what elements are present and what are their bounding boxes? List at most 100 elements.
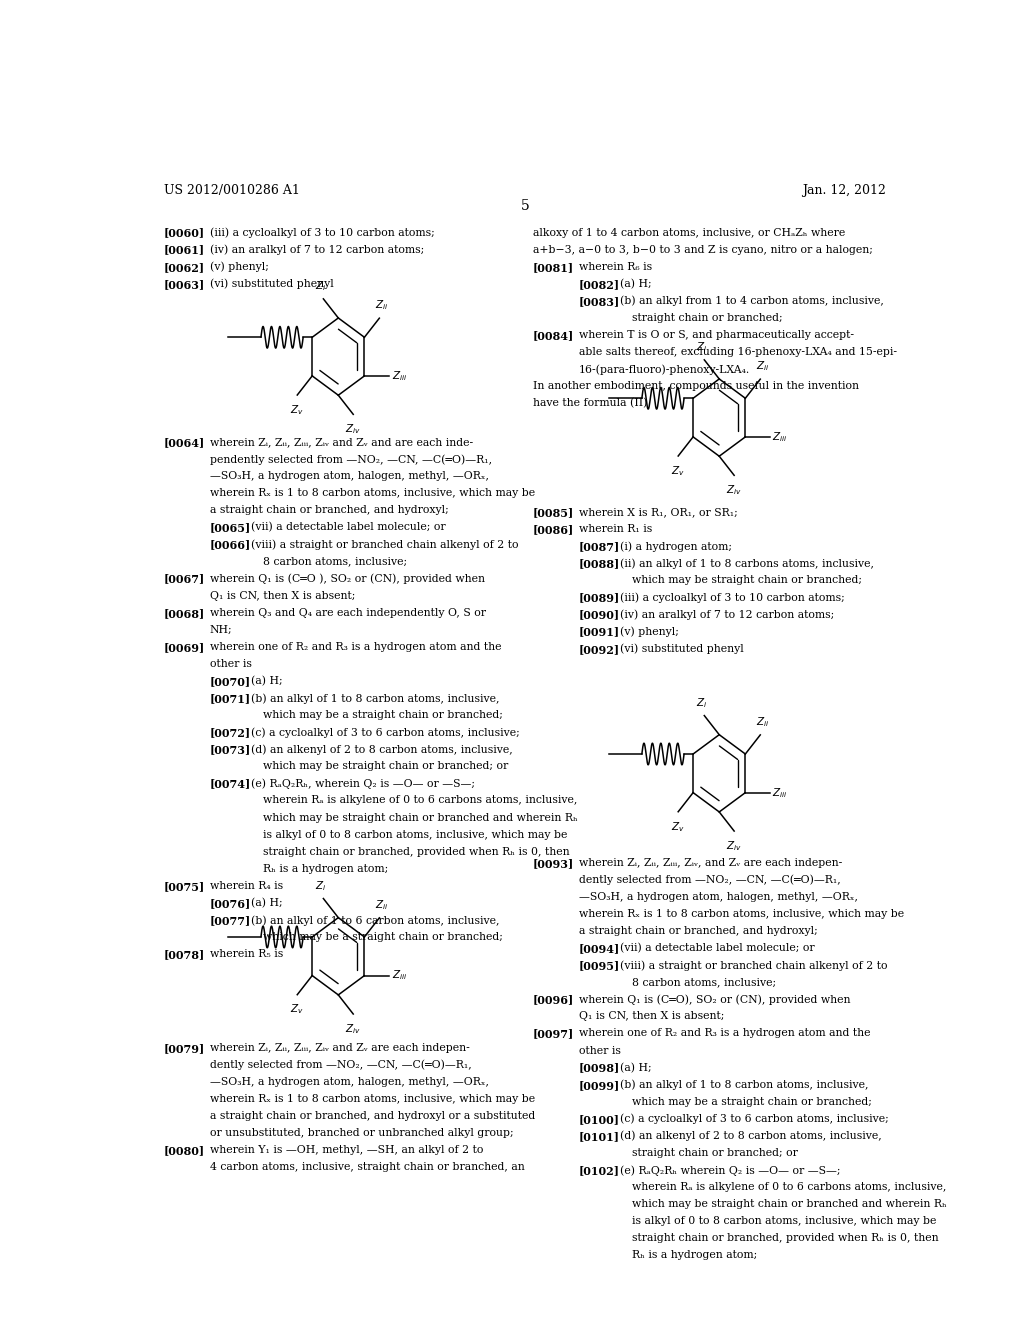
Text: (e) RₐQ₂Rₕ, wherein Q₂ is —O— or —S—;: (e) RₐQ₂Rₕ, wherein Q₂ is —O— or —S—;	[251, 779, 475, 789]
Text: $Z_{ii}$: $Z_{ii}$	[376, 898, 389, 912]
Text: —SO₃H, a hydrogen atom, halogen, methyl, —ORₓ,: —SO₃H, a hydrogen atom, halogen, methyl,…	[579, 892, 858, 902]
Text: (iv) an aralkyl of 7 to 12 carbon atoms;: (iv) an aralkyl of 7 to 12 carbon atoms;	[620, 610, 835, 620]
Text: dently selected from —NO₂, —CN, —C(═O)—R₁,: dently selected from —NO₂, —CN, —C(═O)—R…	[210, 1060, 471, 1071]
Text: [0093]: [0093]	[532, 858, 574, 869]
Text: other is: other is	[210, 659, 252, 669]
Text: (vii) a detectable label molecule; or: (vii) a detectable label molecule; or	[251, 523, 445, 532]
Text: $Z_v$: $Z_v$	[291, 403, 304, 417]
Text: [0091]: [0091]	[579, 627, 620, 638]
Text: $Z_{iv}$: $Z_{iv}$	[345, 1022, 361, 1036]
Text: wherein R₅ is: wherein R₅ is	[210, 949, 283, 960]
Text: [0078]: [0078]	[164, 949, 205, 960]
Text: [0099]: [0099]	[579, 1080, 620, 1090]
Text: $Z_{ii}$: $Z_{ii}$	[376, 298, 389, 313]
Text: [0101]: [0101]	[579, 1131, 620, 1142]
Text: [0062]: [0062]	[164, 261, 205, 273]
Text: wherein Y₁ is —OH, methyl, —SH, an alkyl of 2 to: wherein Y₁ is —OH, methyl, —SH, an alkyl…	[210, 1146, 483, 1155]
Text: [0094]: [0094]	[579, 942, 620, 954]
Text: (a) H;: (a) H;	[620, 1063, 651, 1073]
Text: [0074]: [0074]	[210, 779, 251, 789]
Text: wherein Zᵢ, Zᵢᵢ, Zᵢᵢᵢ, Zᵢᵥ, and Zᵥ are each indepen-: wherein Zᵢ, Zᵢᵢ, Zᵢᵢᵢ, Zᵢᵥ, and Zᵥ are e…	[579, 858, 842, 867]
Text: a+b−3, a−0 to 3, b−0 to 3 and Z is cyano, nitro or a halogen;: a+b−3, a−0 to 3, b−0 to 3 and Z is cyano…	[532, 244, 872, 255]
Text: Rₕ is a hydrogen atom;: Rₕ is a hydrogen atom;	[263, 863, 388, 874]
Text: or unsubstituted, branched or unbranched alkyl group;: or unsubstituted, branched or unbranched…	[210, 1129, 513, 1138]
Text: a straight chain or branched, and hydroxyl;: a straight chain or branched, and hydrox…	[210, 506, 449, 515]
Text: straight chain or branched; or: straight chain or branched; or	[632, 1148, 798, 1158]
Text: $Z_{ii}$: $Z_{ii}$	[757, 359, 770, 374]
Text: straight chain or branched, provided when Rₕ is 0, then: straight chain or branched, provided whe…	[632, 1233, 939, 1243]
Text: (d) an alkenyl of 2 to 8 carbon atoms, inclusive,: (d) an alkenyl of 2 to 8 carbon atoms, i…	[251, 744, 513, 755]
Text: (iv) an aralkyl of 7 to 12 carbon atoms;: (iv) an aralkyl of 7 to 12 carbon atoms;	[210, 244, 424, 255]
Text: Q₁ is CN, then X is absent;: Q₁ is CN, then X is absent;	[210, 590, 355, 601]
Text: [0061]: [0061]	[164, 244, 205, 256]
Text: (b) an alkyl from 1 to 4 carbon atoms, inclusive,: (b) an alkyl from 1 to 4 carbon atoms, i…	[620, 296, 884, 306]
Text: [0068]: [0068]	[164, 607, 205, 619]
Text: (d) an alkenyl of 2 to 8 carbon atoms, inclusive,: (d) an alkenyl of 2 to 8 carbon atoms, i…	[620, 1131, 882, 1142]
Text: $Z_{iv}$: $Z_{iv}$	[345, 422, 361, 436]
Text: other is: other is	[579, 1045, 621, 1056]
Text: pendently selected from —NO₂, —CN, —C(═O)—R₁,: pendently selected from —NO₂, —CN, —C(═O…	[210, 454, 492, 465]
Text: NH;: NH;	[210, 624, 232, 635]
Text: [0075]: [0075]	[164, 880, 205, 892]
Text: wherein Rₓ is 1 to 8 carbon atoms, inclusive, which may be: wherein Rₓ is 1 to 8 carbon atoms, inclu…	[579, 909, 904, 919]
Text: [0082]: [0082]	[579, 279, 620, 290]
Text: is alkyl of 0 to 8 carbon atoms, inclusive, which may be: is alkyl of 0 to 8 carbon atoms, inclusi…	[263, 830, 567, 840]
Text: wherein Q₁ is (C═O ), SO₂ or (CN), provided when: wherein Q₁ is (C═O ), SO₂ or (CN), provi…	[210, 573, 484, 583]
Text: (c) a cycloalkyl of 3 to 6 carbon atoms, inclusive;: (c) a cycloalkyl of 3 to 6 carbon atoms,…	[620, 1114, 889, 1125]
Text: —SO₃H, a hydrogen atom, halogen, methyl, —ORₓ,: —SO₃H, a hydrogen atom, halogen, methyl,…	[210, 471, 488, 480]
Text: [0063]: [0063]	[164, 279, 205, 290]
Text: 16-(para-fluoro)-phenoxy-LXA₄.: 16-(para-fluoro)-phenoxy-LXA₄.	[579, 364, 750, 375]
Text: [0079]: [0079]	[164, 1043, 205, 1053]
Text: $Z_{iii}$: $Z_{iii}$	[391, 969, 407, 982]
Text: [0069]: [0069]	[164, 642, 205, 653]
Text: wherein one of R₂ and R₃ is a hydrogen atom and the: wherein one of R₂ and R₃ is a hydrogen a…	[210, 642, 501, 652]
Text: wherein R₆ is: wherein R₆ is	[579, 261, 652, 272]
Text: is alkyl of 0 to 8 carbon atoms, inclusive, which may be: is alkyl of 0 to 8 carbon atoms, inclusi…	[632, 1216, 936, 1226]
Text: 5: 5	[520, 199, 529, 213]
Text: [0060]: [0060]	[164, 227, 205, 239]
Text: US 2012/0010286 A1: US 2012/0010286 A1	[164, 183, 300, 197]
Text: —SO₃H, a hydrogen atom, halogen, methyl, —ORₓ,: —SO₃H, a hydrogen atom, halogen, methyl,…	[210, 1077, 488, 1086]
Text: (a) H;: (a) H;	[251, 676, 283, 686]
Text: [0086]: [0086]	[532, 524, 574, 535]
Text: [0088]: [0088]	[579, 558, 620, 569]
Text: (iii) a cycloalkyl of 3 to 10 carbon atoms;: (iii) a cycloalkyl of 3 to 10 carbon ato…	[620, 593, 845, 603]
Text: [0071]: [0071]	[210, 693, 251, 704]
Text: dently selected from —NO₂, —CN, —C(═O)—R₁,: dently selected from —NO₂, —CN, —C(═O)—R…	[579, 875, 841, 886]
Text: [0096]: [0096]	[532, 994, 574, 1006]
Text: (viii) a straight or branched chain alkenyl of 2 to: (viii) a straight or branched chain alke…	[251, 540, 518, 550]
Text: [0077]: [0077]	[210, 915, 251, 927]
Text: $Z_i$: $Z_i$	[696, 696, 708, 710]
Text: (vii) a detectable label molecule; or: (vii) a detectable label molecule; or	[620, 942, 815, 953]
Text: $Z_i$: $Z_i$	[315, 279, 327, 293]
Text: wherein one of R₂ and R₃ is a hydrogen atom and the: wherein one of R₂ and R₃ is a hydrogen a…	[579, 1028, 870, 1039]
Text: [0073]: [0073]	[210, 744, 251, 755]
Text: wherein Q₃ and Q₄ are each independently O, S or: wherein Q₃ and Q₄ are each independently…	[210, 607, 485, 618]
Text: wherein Rₓ is 1 to 8 carbon atoms, inclusive, which may be: wherein Rₓ is 1 to 8 carbon atoms, inclu…	[210, 1094, 535, 1104]
Text: $Z_v$: $Z_v$	[672, 465, 685, 478]
Text: [0098]: [0098]	[579, 1063, 620, 1073]
Text: 4 carbon atoms, inclusive, straight chain or branched, an: 4 carbon atoms, inclusive, straight chai…	[210, 1162, 524, 1172]
Text: which may be straight chain or branched and wherein Rₕ: which may be straight chain or branched …	[632, 1199, 946, 1209]
Text: Rₕ is a hydrogen atom;: Rₕ is a hydrogen atom;	[632, 1250, 757, 1261]
Text: wherein Rₐ is alkylene of 0 to 6 carbons atoms, inclusive,: wherein Rₐ is alkylene of 0 to 6 carbons…	[263, 796, 578, 805]
Text: [0085]: [0085]	[532, 507, 574, 517]
Text: In another embodiment, compounds useful in the invention: In another embodiment, compounds useful …	[532, 381, 859, 391]
Text: (ii) an alkyl of 1 to 8 carbons atoms, inclusive,: (ii) an alkyl of 1 to 8 carbons atoms, i…	[620, 558, 874, 569]
Text: 8 carbon atoms, inclusive;: 8 carbon atoms, inclusive;	[263, 557, 407, 566]
Text: [0080]: [0080]	[164, 1146, 205, 1156]
Text: [0072]: [0072]	[210, 727, 251, 738]
Text: $Z_{iv}$: $Z_{iv}$	[726, 840, 742, 853]
Text: have the formula (II): have the formula (II)	[532, 399, 647, 409]
Text: [0089]: [0089]	[579, 593, 620, 603]
Text: [0084]: [0084]	[532, 330, 574, 341]
Text: which may be straight chain or branched and wherein Rₕ: which may be straight chain or branched …	[263, 813, 578, 822]
Text: (a) H;: (a) H;	[620, 279, 651, 289]
Text: [0066]: [0066]	[210, 540, 251, 550]
Text: [0097]: [0097]	[532, 1028, 574, 1039]
Text: [0083]: [0083]	[579, 296, 620, 306]
Text: (vi) substituted phenyl: (vi) substituted phenyl	[210, 279, 334, 289]
Text: (vi) substituted phenyl: (vi) substituted phenyl	[620, 644, 743, 655]
Text: [0067]: [0067]	[164, 573, 205, 585]
Text: straight chain or branched;: straight chain or branched;	[632, 313, 782, 323]
